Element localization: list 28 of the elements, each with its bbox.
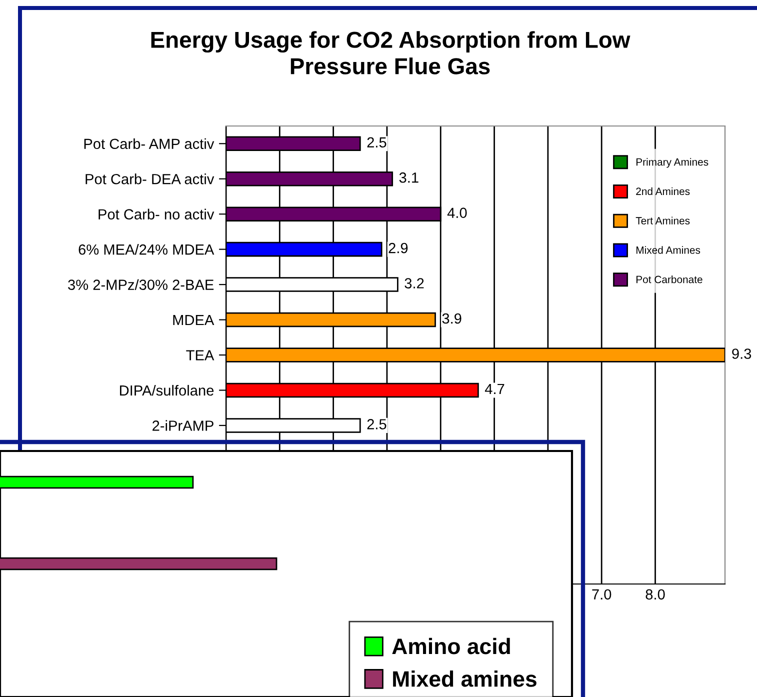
text: 3.2 — [404, 278, 424, 288]
text: 2.9 — [388, 242, 408, 254]
y-tick-label: 2-iPrAMP — [152, 420, 214, 431]
text: 9.3 — [732, 348, 752, 359]
legend-label: Mixed amines — [393, 670, 536, 687]
legend-label: Mixed Amines — [636, 246, 700, 254]
legend-label: Tert Amines — [636, 216, 690, 224]
legend-label: Amino acid — [392, 638, 510, 654]
y-tick-label: Pot Carb- no activ — [98, 208, 214, 220]
y-tick-label: TEA — [186, 350, 214, 360]
y-tick-label: 3% 2-MPz/30% 2-BAE — [68, 279, 214, 290]
text: 3.9 — [442, 313, 462, 324]
y-tick-label: 6% MEA/24% MDEA — [78, 244, 214, 255]
text: 4.7 — [484, 384, 504, 394]
text: 2.5 — [367, 419, 386, 430]
text: 4.0 — [447, 208, 467, 218]
x-tick-label: 8.0 — [646, 589, 665, 600]
legend-label: 2nd Amines — [636, 187, 690, 196]
text: 2.5 — [367, 137, 386, 148]
y-tick-label: Pot Carb- AMP activ — [84, 138, 214, 150]
legend-label: Pot Carbonate — [636, 276, 702, 284]
chart-title: Energy Usage for CO2 Absorption from Low Pressure Flue Gas — [151, 31, 630, 74]
y-tick-label: MDEA — [173, 315, 214, 326]
legend-label: Primary Amines — [636, 158, 708, 168]
text: 3.1 — [399, 172, 418, 183]
y-tick-label: Pot Carb- DEA activ — [86, 174, 214, 184]
x-tick-label: 7.0 — [592, 589, 612, 600]
y-tick-label: DIPA/sulfolane — [120, 384, 214, 396]
